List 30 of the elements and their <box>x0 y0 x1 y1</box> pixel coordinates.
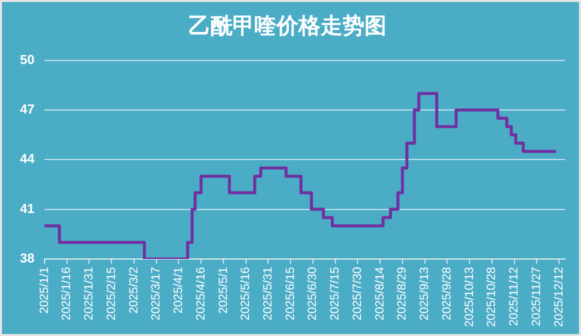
x-tick-label: 2025/1/31 <box>82 266 96 320</box>
x-tick-label: 2025/3/2 <box>126 266 140 314</box>
x-tick-label: 2025/5/31 <box>260 266 274 320</box>
x-tick-label: 2025/9/13 <box>417 266 432 320</box>
x-tick-label: 2025/1/16 <box>59 266 74 320</box>
x-tick-label: 2025/5/16 <box>238 266 252 320</box>
y-tick-label: 50 <box>20 52 34 67</box>
x-tick-label: 2025/4/1 <box>171 266 186 314</box>
x-tick-label: 2025/4/16 <box>193 266 208 320</box>
x-tick-label: 2025/11/12 <box>506 266 521 326</box>
x-tick-label: 2025/7/30 <box>350 266 364 320</box>
x-tick-label: 2025/9/28 <box>439 266 454 320</box>
x-tick-label: 2025/5/1 <box>216 266 230 314</box>
y-tick-label: 47 <box>20 102 34 117</box>
x-tick-label: 2025/8/14 <box>372 266 386 320</box>
chart-title: 乙酰甲喹价格走势图 <box>188 14 386 39</box>
x-tick-label: 2025/11/27 <box>528 266 543 326</box>
x-tick-label: 2025/6/30 <box>305 266 320 320</box>
x-tick-label: 2025/2/15 <box>104 266 118 320</box>
x-tick-label: 2025/7/15 <box>328 266 342 320</box>
x-tick-label: 2025/6/15 <box>282 266 297 320</box>
y-tick-label: 41 <box>20 200 34 216</box>
x-tick-label: 2025/10/13 <box>462 266 476 328</box>
x-tick-label: 2025/8/29 <box>394 266 409 320</box>
x-tick-label: 2025/10/28 <box>484 266 498 328</box>
x-tick-label: 2025/12/12 <box>551 266 566 328</box>
x-tick-label: 2025/1/1 <box>36 266 51 314</box>
x-tick-label: 2025/3/17 <box>148 266 163 320</box>
y-tick-label: 44 <box>20 151 36 166</box>
y-tick-label: 38 <box>20 250 34 266</box>
